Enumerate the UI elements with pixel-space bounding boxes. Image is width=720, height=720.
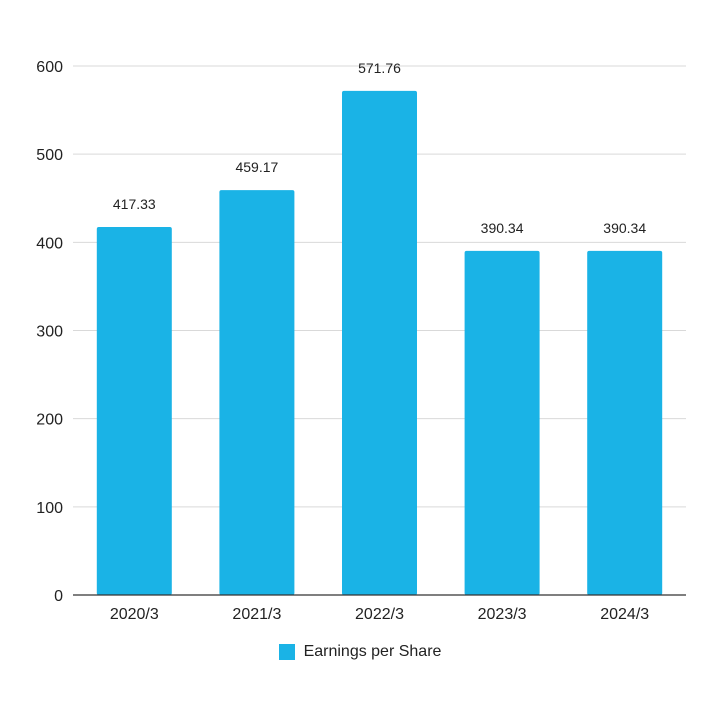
bars — [96, 90, 663, 596]
bar — [342, 90, 417, 596]
bar — [587, 250, 663, 596]
bar — [96, 227, 172, 595]
y-tick-label: 300 — [36, 324, 63, 341]
x-tick-label: 2022/3 — [355, 606, 404, 623]
data-label: 459.17 — [235, 159, 278, 175]
data-labels: 417.33 459.17 571.76 390.34 390.34 — [113, 60, 646, 236]
x-tick-label: 2020/3 — [110, 606, 159, 623]
legend-label: Earnings per Share — [303, 643, 442, 660]
bar — [219, 190, 295, 596]
x-tick-label: 2021/3 — [232, 606, 281, 623]
y-axis-ticks: 0 100 200 300 400 500 600 — [36, 59, 63, 605]
data-label: 417.33 — [113, 196, 156, 212]
y-tick-label: 200 — [36, 412, 63, 429]
y-tick-label: 400 — [36, 235, 63, 252]
legend-swatch — [278, 644, 295, 660]
y-tick-label: 100 — [36, 500, 63, 517]
data-label: 390.34 — [603, 220, 646, 236]
x-axis-ticks: 2020/3 2021/3 2022/3 2023/3 2024/3 — [110, 606, 649, 623]
y-tick-label: 0 — [54, 588, 63, 605]
legend: Earnings per Share — [0, 643, 720, 661]
data-label: 571.76 — [358, 60, 401, 76]
y-tick-label: 600 — [36, 59, 63, 76]
x-tick-label: 2023/3 — [478, 606, 527, 623]
data-label: 390.34 — [481, 220, 524, 236]
bar — [464, 250, 540, 596]
x-tick-label: 2024/3 — [600, 606, 649, 623]
y-tick-label: 500 — [36, 147, 63, 164]
